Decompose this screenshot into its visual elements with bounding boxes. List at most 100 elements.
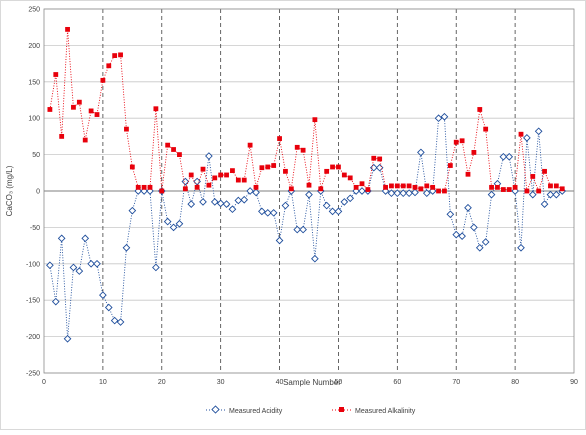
data-point-acidity	[93, 259, 101, 268]
data-point-alkalinity	[153, 106, 159, 112]
data-point-alkalinity	[530, 174, 536, 179]
data-point-acidity	[75, 267, 84, 275]
data-point-acidity	[475, 243, 484, 252]
data-point-acidity	[481, 238, 490, 246]
legend-acidity-marker	[211, 405, 220, 414]
data-point-alkalinity	[147, 184, 153, 190]
data-point-alkalinity	[365, 187, 371, 192]
data-point-alkalinity	[112, 53, 118, 58]
data-point-acidity	[116, 318, 125, 326]
data-point-alkalinity	[559, 186, 565, 192]
data-point-alkalinity	[436, 188, 441, 194]
data-point-alkalinity	[200, 166, 206, 172]
data-point-acidity	[122, 243, 131, 252]
data-point-acidity	[216, 199, 225, 208]
data-point-alkalinity	[465, 171, 471, 177]
y-tick-label: 250	[28, 7, 40, 14]
y-tick-label: -250	[26, 371, 40, 378]
data-point-acidity	[540, 200, 549, 208]
data-point-acidity	[387, 189, 396, 198]
data-point-alkalinity	[400, 183, 406, 189]
data-point-acidity	[487, 190, 496, 199]
data-point-alkalinity	[312, 117, 318, 123]
data-point-acidity	[246, 187, 254, 195]
x-tick-label: 70	[452, 379, 460, 386]
data-point-alkalinity	[135, 184, 141, 190]
x-tick-label: 20	[158, 379, 166, 386]
data-point-acidity	[57, 234, 66, 243]
data-point-alkalinity	[500, 187, 506, 192]
data-point-acidity	[470, 223, 478, 232]
x-tick-label: 30	[217, 379, 225, 386]
data-point-acidity	[299, 225, 307, 234]
legend-alkalinity-marker	[339, 407, 344, 412]
y-tick-label: -50	[30, 225, 40, 232]
legend-acidity-label: Measured Acidity	[229, 408, 283, 415]
x-tick-label: 50	[335, 379, 343, 386]
data-point-acidity	[399, 189, 408, 198]
data-point-acidity	[69, 263, 78, 272]
data-point-acidity	[51, 297, 60, 306]
data-point-alkalinity	[94, 112, 100, 117]
data-point-acidity	[546, 190, 555, 199]
data-point-alkalinity	[347, 175, 353, 181]
axes: -250 -200 -150 -100 -50 0 50 100 150 200 250 0 10 20 3…	[26, 7, 578, 387]
data-point-alkalinity	[230, 168, 235, 174]
data-point-alkalinity	[512, 184, 518, 190]
data-point-acidity	[393, 189, 402, 198]
x-tick-label: 90	[570, 379, 578, 386]
data-point-alkalinity	[129, 164, 135, 170]
data-point-acidity	[205, 152, 213, 160]
data-point-alkalinity	[442, 188, 447, 194]
data-point-acidity	[464, 203, 472, 212]
data-point-acidity	[528, 190, 537, 199]
plot-frame	[43, 8, 575, 374]
y-tick-label: -200	[26, 334, 40, 341]
data-point-alkalinity	[518, 131, 524, 137]
data-point-alkalinity	[483, 126, 489, 132]
y-tick-label: 200	[28, 43, 40, 50]
data-point-acidity	[334, 207, 343, 216]
data-point-alkalinity	[206, 182, 212, 188]
data-point-acidity	[552, 190, 561, 199]
data-point-acidity	[128, 206, 137, 215]
data-point-acidity	[369, 163, 378, 172]
x-tick-label: 40	[276, 379, 284, 386]
data-point-alkalinity	[106, 63, 112, 69]
data-point-acidity	[169, 223, 178, 232]
legend-item-acidity: Measured Acidity	[206, 405, 283, 415]
data-point-alkalinity	[524, 188, 530, 194]
data-point-acidity	[263, 209, 272, 217]
x-tick-label: 60	[393, 379, 401, 386]
data-point-acidity	[440, 112, 449, 121]
data-point-acidity	[228, 205, 237, 214]
series-acidity	[46, 112, 567, 343]
data-point-alkalinity	[294, 144, 300, 150]
y-tick-label: -150	[26, 298, 40, 305]
data-point-alkalinity	[159, 188, 165, 194]
data-point-alkalinity	[212, 175, 218, 181]
data-point-acidity	[452, 230, 461, 239]
data-point-alkalinity	[177, 152, 182, 157]
data-point-alkalinity	[495, 184, 500, 190]
data-point-alkalinity	[224, 172, 229, 178]
data-point-alkalinity	[506, 187, 512, 192]
y-tick-label: 50	[32, 152, 40, 159]
data-point-alkalinity	[165, 142, 171, 148]
data-point-alkalinity	[218, 172, 224, 178]
data-point-acidity	[163, 217, 172, 226]
data-point-acidity	[523, 134, 531, 142]
data-point-alkalinity	[283, 168, 288, 174]
data-point-alkalinity	[124, 126, 129, 132]
data-point-alkalinity	[330, 164, 335, 170]
data-point-alkalinity	[341, 172, 347, 178]
data-point-alkalinity	[542, 168, 547, 174]
data-point-alkalinity	[394, 183, 400, 189]
data-point-acidity	[346, 194, 355, 203]
data-point-acidity	[210, 198, 219, 206]
data-point-acidity	[458, 232, 466, 240]
data-point-alkalinity	[171, 147, 176, 152]
data-point-acidity	[46, 261, 54, 270]
data-point-alkalinity	[353, 184, 359, 190]
